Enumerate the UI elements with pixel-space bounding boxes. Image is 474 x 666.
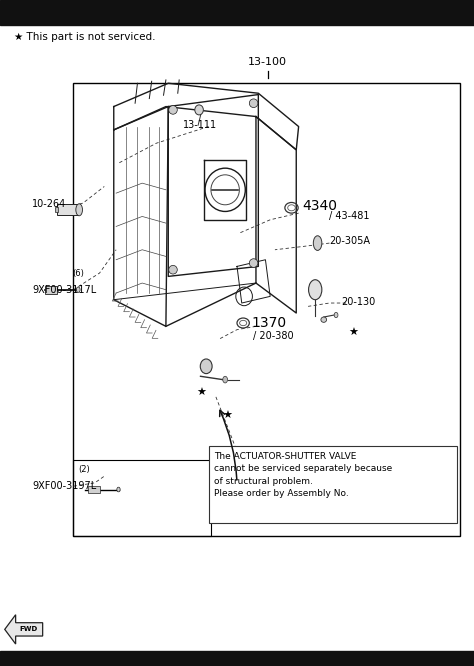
Text: 10-264: 10-264 [32, 199, 66, 210]
Text: 13-100: 13-100 [248, 57, 287, 67]
Ellipse shape [76, 204, 82, 216]
Text: / 20-380: / 20-380 [253, 330, 294, 341]
Bar [45, 286, 57, 294]
Text: ★: ★ [348, 328, 358, 338]
Ellipse shape [249, 258, 258, 267]
Text: 4340: 4340 [302, 199, 337, 214]
Bar [73, 460, 211, 536]
Text: The ACTUATOR-SHUTTER VALVE
cannot be serviced separately because
of structural p: The ACTUATOR-SHUTTER VALVE cannot be ser… [214, 452, 392, 498]
Text: ★: ★ [196, 388, 207, 398]
Bar [88, 486, 100, 493]
Text: ★ This part is not serviced.: ★ This part is not serviced. [14, 32, 156, 42]
Text: ★: ★ [222, 411, 233, 422]
Text: / 43-481: / 43-481 [329, 211, 370, 222]
Text: 9XF00-3117L: 9XF00-3117L [32, 284, 97, 295]
Text: FWD: FWD [20, 626, 38, 633]
Ellipse shape [334, 312, 338, 318]
Text: 20-130: 20-130 [341, 296, 375, 307]
Ellipse shape [76, 287, 80, 292]
Bar [55, 207, 58, 212]
Bar [209, 446, 457, 523]
Text: 9XF00-3197L: 9XF00-3197L [32, 481, 97, 492]
Text: 1370: 1370 [251, 316, 286, 330]
Ellipse shape [309, 280, 322, 300]
Text: 13-111: 13-111 [182, 120, 217, 131]
Ellipse shape [249, 99, 258, 107]
Ellipse shape [169, 106, 177, 114]
Ellipse shape [223, 376, 228, 383]
Bar [0, 0, 474, 25]
Bar [0, 651, 474, 666]
Ellipse shape [169, 266, 177, 274]
Ellipse shape [195, 105, 203, 115]
Polygon shape [5, 615, 43, 644]
Ellipse shape [117, 488, 120, 492]
Bar [73, 83, 460, 536]
Text: (2): (2) [78, 465, 90, 474]
Text: (6): (6) [72, 269, 84, 278]
Text: 20-305A: 20-305A [329, 236, 370, 246]
Bar [57, 204, 78, 215]
Ellipse shape [313, 236, 322, 250]
Ellipse shape [321, 317, 327, 322]
Ellipse shape [200, 359, 212, 374]
